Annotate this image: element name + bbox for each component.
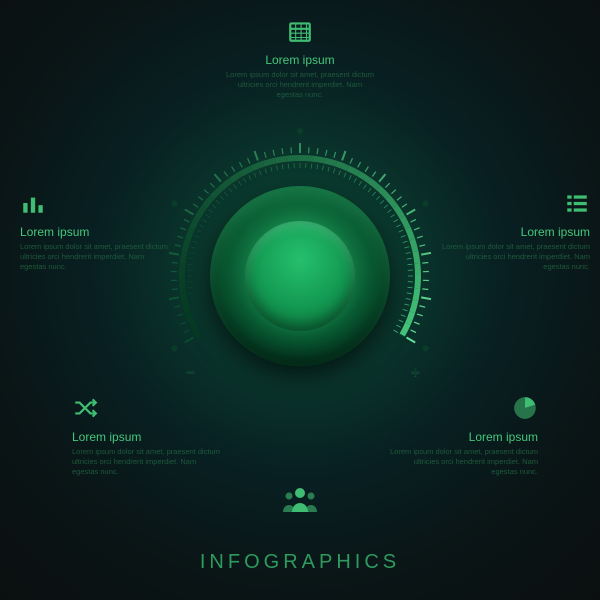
stage: − + Lorem ipsum Lorem ipsum dolor sit am… <box>0 0 600 600</box>
footer-title: INFOGRAPHICS <box>200 551 400 574</box>
pie-icon <box>512 395 538 426</box>
node-title: Lorem ipsum <box>225 53 375 67</box>
node-bottom-right: Lorem ipsum Lorem ipsum dolor sit amet, … <box>388 395 538 477</box>
node-title: Lorem ipsum <box>72 430 222 444</box>
node-top: Lorem ipsum Lorem ipsum dolor sit amet, … <box>225 18 375 100</box>
dial-knob[interactable] <box>210 186 390 366</box>
node-title: Lorem ipsum <box>440 225 590 239</box>
node-body: Lorem ipsum dolor sit amet, praesent dic… <box>20 242 170 272</box>
node-title: Lorem ipsum <box>388 430 538 444</box>
node-left: Lorem ipsum Lorem ipsum dolor sit amet, … <box>20 190 170 272</box>
node-body: Lorem ipsum dolor sit amet, praesent dic… <box>225 70 375 100</box>
node-body: Lorem ipsum dolor sit amet, praesent dic… <box>72 447 222 477</box>
calendar-icon <box>287 18 313 49</box>
minus-label: − <box>186 364 195 382</box>
shuffle-icon <box>72 395 98 426</box>
plus-label: + <box>411 364 420 382</box>
people-icon <box>283 485 317 518</box>
node-bottom-left: Lorem ipsum Lorem ipsum dolor sit amet, … <box>72 395 222 477</box>
node-right: Lorem ipsum Lorem ipsum dolor sit amet, … <box>440 190 590 272</box>
list-icon <box>564 190 590 221</box>
node-title: Lorem ipsum <box>20 225 170 239</box>
node-body: Lorem ipsum dolor sit amet, praesent dic… <box>388 447 538 477</box>
bar-chart-icon <box>20 190 46 221</box>
dial[interactable]: − + <box>150 126 450 426</box>
node-body: Lorem ipsum dolor sit amet, praesent dic… <box>440 242 590 272</box>
